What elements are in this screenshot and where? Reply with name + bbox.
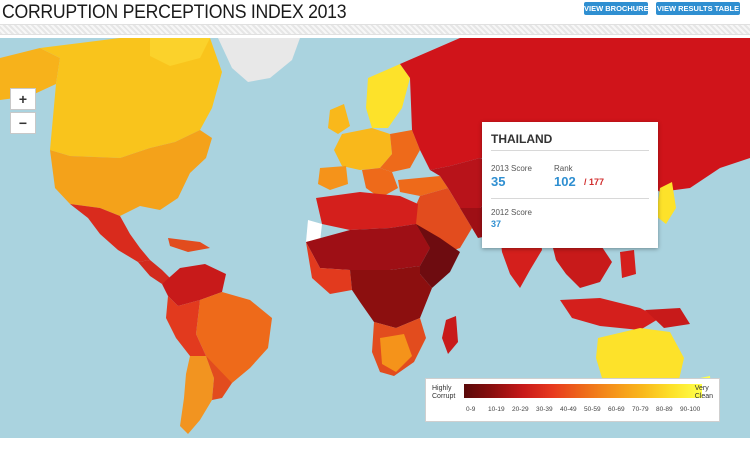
legend-tick: 60-69 xyxy=(608,406,625,413)
region-eastern-europe xyxy=(380,130,420,172)
country-argentina xyxy=(206,356,232,400)
country-peru-bolivia xyxy=(166,296,206,356)
popup-rank-total: / 177 xyxy=(584,177,605,187)
country-brazil xyxy=(196,292,272,383)
country-japan xyxy=(656,182,676,224)
view-results-table-button[interactable]: VIEW RESULTS TABLE xyxy=(656,2,740,15)
country-alaska xyxy=(0,48,60,100)
country-canada xyxy=(40,38,222,158)
region-horn-africa xyxy=(416,224,460,288)
region-arctic-islands xyxy=(150,38,210,66)
region-caribbean xyxy=(168,238,210,252)
legend-high-label-line-1: Very xyxy=(694,385,709,392)
region-north-africa xyxy=(316,192,418,230)
page-title: CORRUPTION PERCEPTIONS INDEX 2013 xyxy=(2,2,347,23)
map-legend: Highly Corrupt Very Clean 0-9 10-19 20-2… xyxy=(425,378,720,422)
region-sahel xyxy=(306,224,430,270)
region-central-america xyxy=(138,260,170,284)
country-venezuela-colombia xyxy=(162,264,226,306)
popup-rank-label: Rank xyxy=(554,164,573,173)
legend-color-scale xyxy=(464,384,702,398)
popup-score-label: 2013 Score xyxy=(491,164,532,173)
legend-high-label-line-2: Clean xyxy=(694,393,713,400)
legend-tick: 90-100 xyxy=(680,406,701,413)
legend-low-label-line-1: Highly xyxy=(432,385,452,392)
country-chile-argentina xyxy=(180,356,214,434)
country-usa xyxy=(50,130,212,216)
region-west-africa xyxy=(306,242,352,294)
region-central-africa xyxy=(350,266,432,328)
country-south-africa-botswana xyxy=(380,334,412,372)
region-scandinavia xyxy=(366,64,410,128)
zoom-in-button[interactable]: + xyxy=(10,88,36,110)
region-balkans-italy xyxy=(362,168,398,198)
country-madagascar xyxy=(442,316,458,354)
country-papua xyxy=(645,308,690,328)
legend-tick: 30-39 xyxy=(536,406,553,413)
popup-score-value: 35 xyxy=(491,174,506,189)
popup-divider-bottom xyxy=(491,198,649,199)
legend-tick: 80-89 xyxy=(656,406,673,413)
popup-country-name: THAILAND xyxy=(491,132,553,146)
popup-rank-value: 102 xyxy=(554,174,576,189)
legend-tick: 10-19 xyxy=(488,406,505,413)
popup-prev-score-value: 37 xyxy=(491,219,502,229)
country-popup: THAILAND 2013 Score 35 Rank 102 / 177 20… xyxy=(482,122,658,248)
country-greenland xyxy=(218,38,300,82)
country-turkey xyxy=(398,176,448,196)
legend-high-label: Very Clean xyxy=(695,385,713,401)
country-iberia xyxy=(318,166,348,190)
legend-tick: 40-49 xyxy=(560,406,577,413)
zoom-out-button[interactable]: − xyxy=(10,112,36,134)
header: CORRUPTION PERCEPTIONS INDEX 2013 VIEW B… xyxy=(0,0,750,26)
legend-tick: 50-59 xyxy=(584,406,601,413)
legend-tick: 70-79 xyxy=(632,406,649,413)
view-brochure-button[interactable]: VIEW BROCHURE xyxy=(584,2,649,15)
country-western-sahara xyxy=(306,220,322,242)
legend-low-label-line-2: Corrupt xyxy=(432,393,456,400)
legend-tick: 20-29 xyxy=(512,406,529,413)
country-australia xyxy=(596,328,684,390)
region-indonesia xyxy=(560,298,660,330)
legend-low-label: Highly Corrupt xyxy=(432,385,455,401)
legend-tick: 0-9 xyxy=(466,406,476,413)
country-mexico xyxy=(70,204,150,262)
popup-prev-score-label: 2012 Score xyxy=(491,208,532,217)
region-western-europe xyxy=(334,128,392,170)
popup-divider-top xyxy=(491,150,649,151)
country-uk-ireland xyxy=(328,104,350,134)
header-divider xyxy=(0,24,750,35)
country-philippines xyxy=(620,250,636,278)
region-southeast-asia xyxy=(552,244,612,288)
